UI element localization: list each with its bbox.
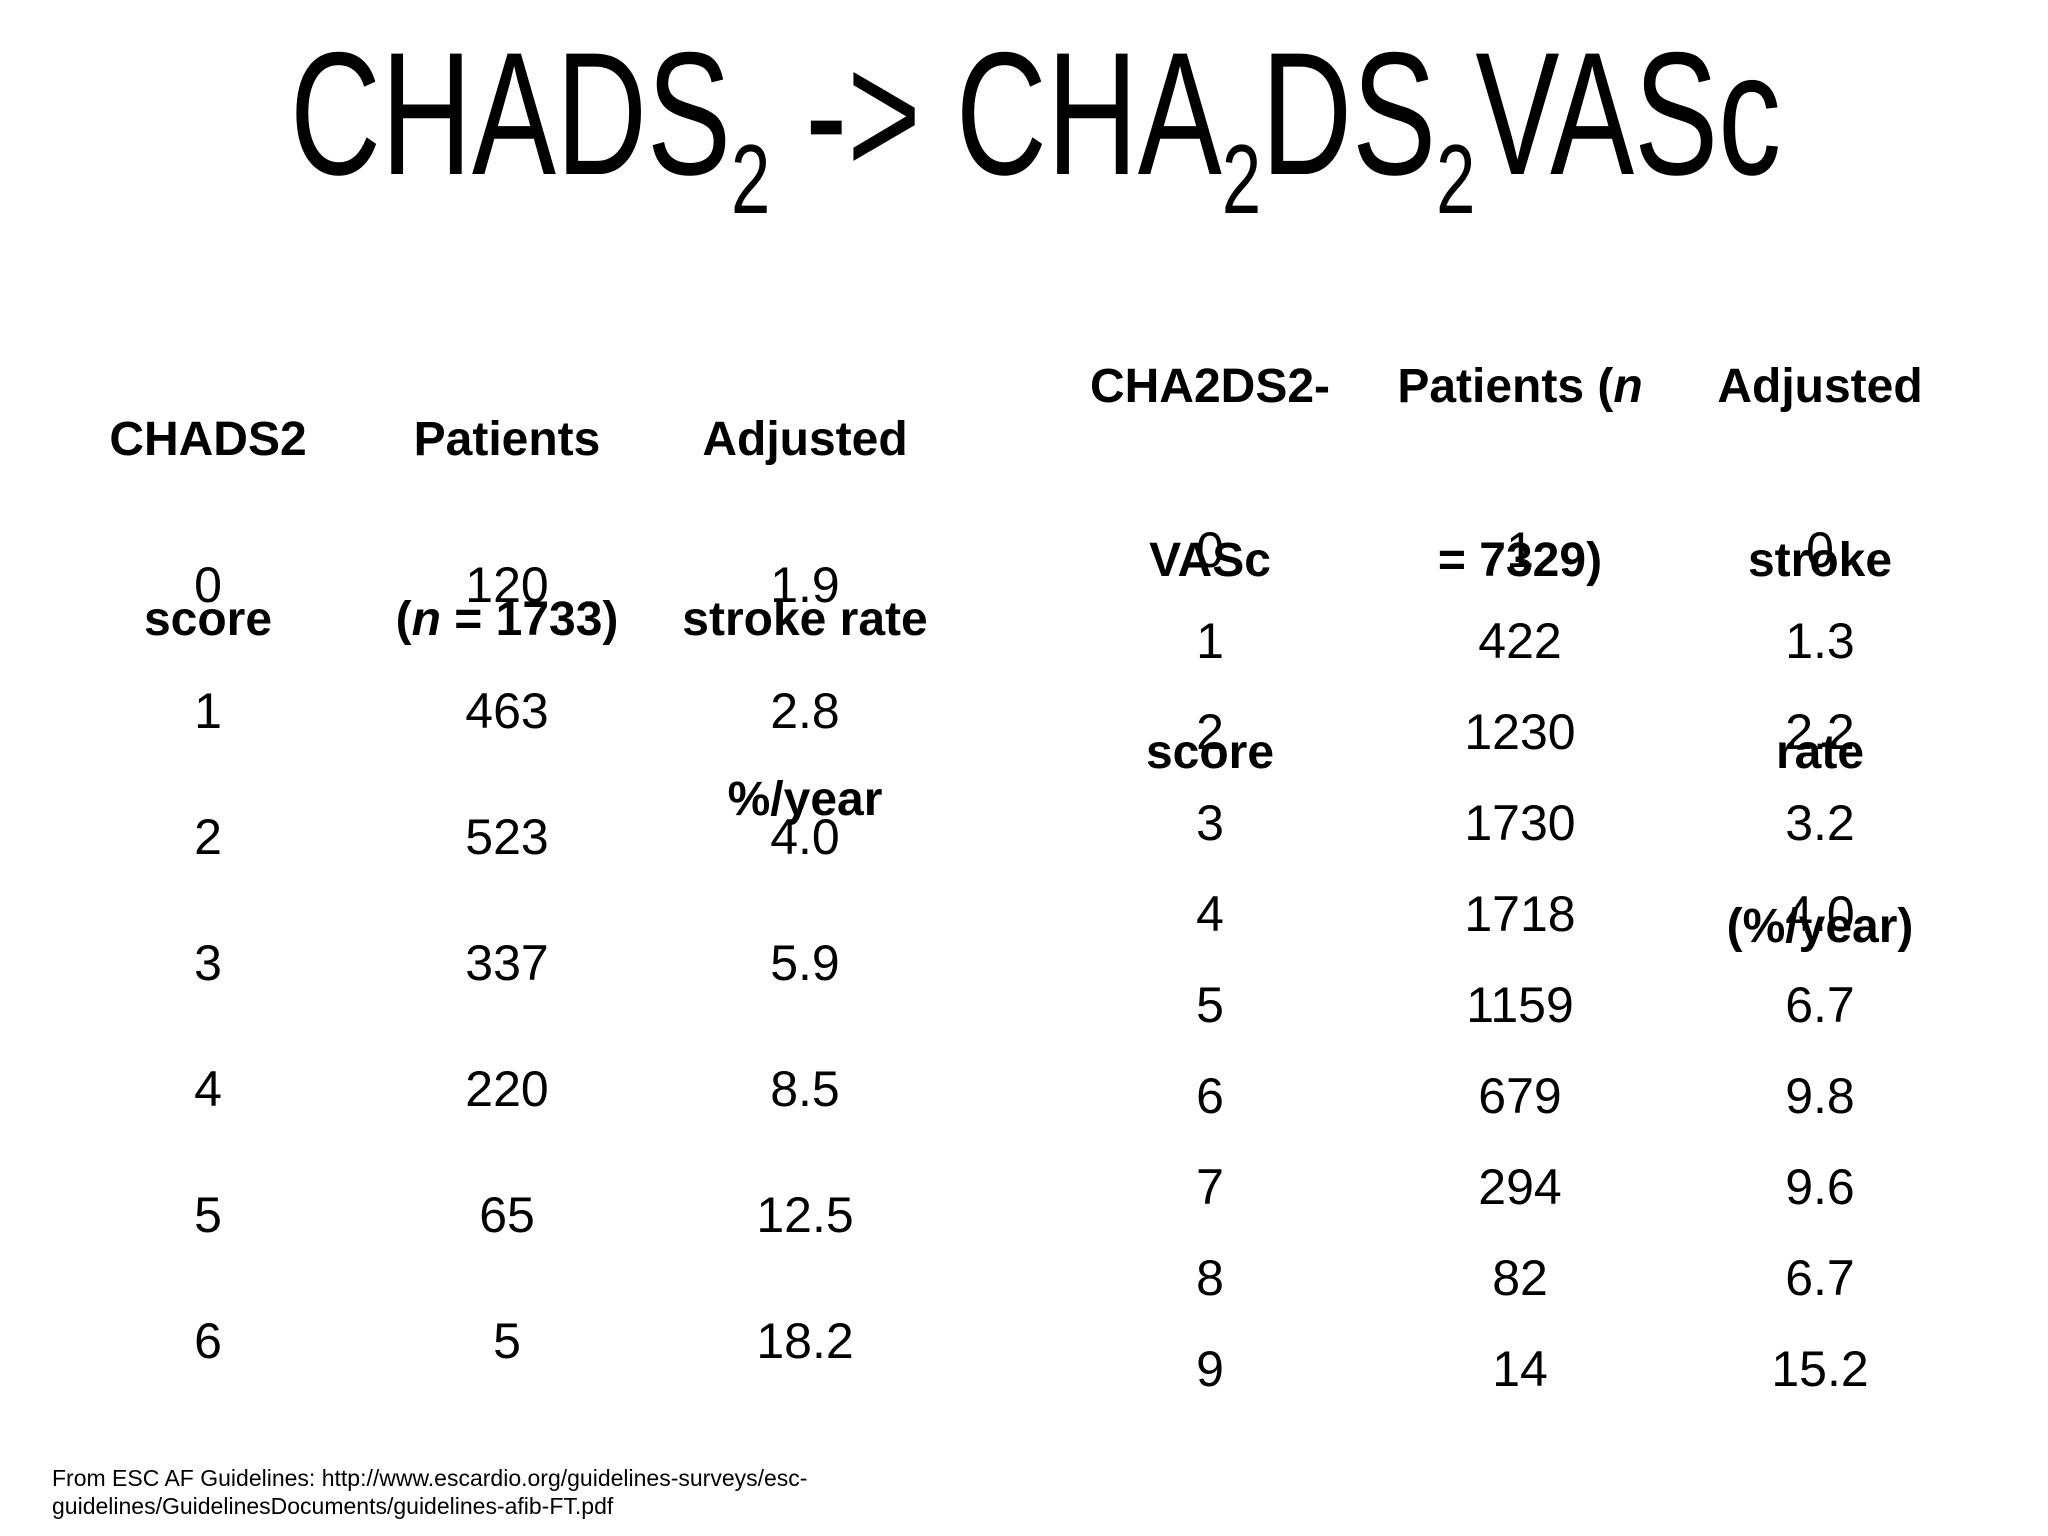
table-cell-score: 1 — [1196, 613, 1224, 669]
table-cell-patients: 1230 — [1464, 704, 1576, 760]
table-cell-patients: 220 — [465, 1061, 549, 1117]
header-line: (%/year) — [1726, 900, 1914, 953]
table-cell-rate: 4.0 — [1785, 886, 1855, 942]
cha2ds2vasc-table-body: 0 1 0 1 422 1.3 2 1230 2.2 3 1730 3.2 4 … — [1060, 505, 1960, 1415]
table-cell-rate: 1.3 — [1785, 613, 1855, 669]
table-cell-patients: 65 — [479, 1187, 535, 1243]
table-cell-rate: 5.9 — [770, 935, 840, 991]
table-cell-score: 8 — [1196, 1250, 1224, 1306]
header-line: score — [1145, 726, 1275, 779]
title-arrow: -> — [770, 17, 956, 212]
header-cell-patients-n7329: Patients (n = 7329) — [1360, 242, 1680, 1072]
header-cell-patients-n1733: Patients (n = 1733) — [358, 290, 656, 950]
table-cell-patients: 422 — [1478, 613, 1562, 669]
n-equals-value: = 1733) — [440, 593, 619, 646]
table-cell-score: 5 — [1196, 977, 1224, 1033]
header-cell-adjusted-stroke-rate: Adjusted stroke rate %/year — [656, 290, 954, 950]
chads2-table-body: 0 120 1.9 1 463 2.8 2 523 4.0 3 337 5.9 … — [58, 522, 954, 1404]
header-line: %/year — [727, 773, 883, 826]
table-cell-score: 9 — [1196, 1341, 1224, 1397]
table-cell-score: 4 — [194, 1061, 222, 1117]
header-line: rate — [1775, 726, 1865, 779]
table-cell-patients: 1730 — [1464, 795, 1576, 851]
title-subscript-2: 2 — [731, 124, 771, 235]
header-line: score — [143, 593, 273, 646]
paren-open: ( — [395, 593, 412, 646]
table-cell-rate: 6.7 — [1785, 977, 1855, 1033]
table-cell-patients: 5 — [493, 1313, 521, 1369]
table-cell-rate: 4.0 — [770, 809, 840, 865]
header-line: stroke — [1747, 534, 1893, 587]
italic-n: n — [411, 593, 441, 646]
table-cell-patients: 1718 — [1464, 886, 1576, 942]
citation-line: From ESC AF Guidelines: http://www.escar… — [52, 1465, 808, 1491]
table-cell-patients: 120 — [465, 557, 549, 613]
table-cell-rate: 2.8 — [770, 683, 840, 739]
table-cell-score: 4 — [1196, 886, 1224, 942]
table-cell-patients: 1 — [1506, 522, 1534, 578]
cha2ds2vasc-table-header: CHA2DS2- VASc score Patients (n = 7329) … — [1060, 242, 1960, 1072]
table-cell-rate: 2.2 — [1785, 704, 1855, 760]
citation-line: guidelines/GuidelinesDocuments/guideline… — [52, 1493, 614, 1519]
header-line: Patients (n — [1360, 358, 1680, 416]
table-cell-patients: 463 — [465, 683, 549, 739]
table-cell-patients: 14 — [1492, 1341, 1548, 1397]
header-line: Adjusted — [1717, 360, 1923, 413]
table-cell-patients: 523 — [465, 809, 549, 865]
header-line: (n = 1733) — [358, 590, 656, 650]
header-line: CHADS2 — [109, 413, 307, 466]
header-line: VASc — [1149, 534, 1271, 587]
table-cell-score: 2 — [194, 809, 222, 865]
table-cell-patients: 82 — [1492, 1250, 1548, 1306]
table-cell-score: 0 — [194, 557, 222, 613]
table-cell-score: 6 — [1196, 1068, 1224, 1124]
table-cell-rate: 9.6 — [1785, 1159, 1855, 1215]
table-cell-rate: 6.7 — [1785, 1250, 1855, 1306]
source-citation: From ESC AF Guidelines: http://www.escar… — [52, 1464, 807, 1520]
header-cell-chads2-score: CHADS2 score — [58, 290, 358, 950]
table-cell-rate: 3.2 — [1785, 795, 1855, 851]
header-line: Patients — [413, 413, 601, 466]
table-cell-rate: 1.9 — [770, 557, 840, 613]
title-subscript-2: 2 — [1436, 124, 1476, 235]
italic-n: n — [1613, 360, 1643, 413]
header-line: = 7329) — [1437, 534, 1603, 587]
header-line: Adjusted — [702, 413, 908, 466]
table-cell-patients: 337 — [465, 935, 549, 991]
table-cell-score: 3 — [194, 935, 222, 991]
table-cell-score: 5 — [194, 1187, 222, 1243]
table-cell-patients: 679 — [1478, 1068, 1562, 1124]
title-ds: DS — [1261, 17, 1437, 212]
table-cell-rate: 12.5 — [756, 1187, 854, 1243]
title-chads: CHADS — [289, 17, 732, 212]
patients-label: Patients ( — [1397, 360, 1614, 413]
header-line: CHA2DS2- — [1089, 360, 1331, 413]
header-cell-cha2ds2vasc-score: CHA2DS2- VASc score — [1060, 242, 1360, 1072]
table-cell-score: 3 — [1196, 795, 1224, 851]
header-line: stroke rate — [682, 593, 928, 646]
title-cha: CHA — [955, 17, 1222, 212]
title-text: CHADS2 -> CHA2DS2VASc — [290, 27, 1781, 228]
table-cell-rate: 9.8 — [1785, 1068, 1855, 1124]
table-cell-rate: 18.2 — [756, 1313, 854, 1369]
table-cell-score: 2 — [1196, 704, 1224, 760]
title-subscript-2: 2 — [1221, 124, 1262, 235]
table-cell-patients: 294 — [1478, 1159, 1562, 1215]
table-cell-rate: 8.5 — [770, 1061, 840, 1117]
table-cell-rate: 0 — [1806, 522, 1834, 578]
title-vasc: VASc — [1475, 17, 1782, 212]
page-title: CHADS2 -> CHA2DS2VASc — [0, 27, 2048, 228]
chads2-table-header: CHADS2 score Patients (n = 1733) Adjuste… — [58, 290, 954, 950]
table-cell-score: 0 — [1196, 522, 1224, 578]
table-cell-score: 1 — [194, 683, 222, 739]
table-cell-rate: 15.2 — [1771, 1341, 1869, 1397]
table-cell-score: 6 — [194, 1313, 222, 1369]
header-cell-adjusted-stroke-rate: Adjusted stroke rate (%/year) — [1680, 242, 1960, 1072]
table-cell-patients: 1159 — [1466, 977, 1574, 1033]
table-cell-score: 7 — [1196, 1159, 1224, 1215]
